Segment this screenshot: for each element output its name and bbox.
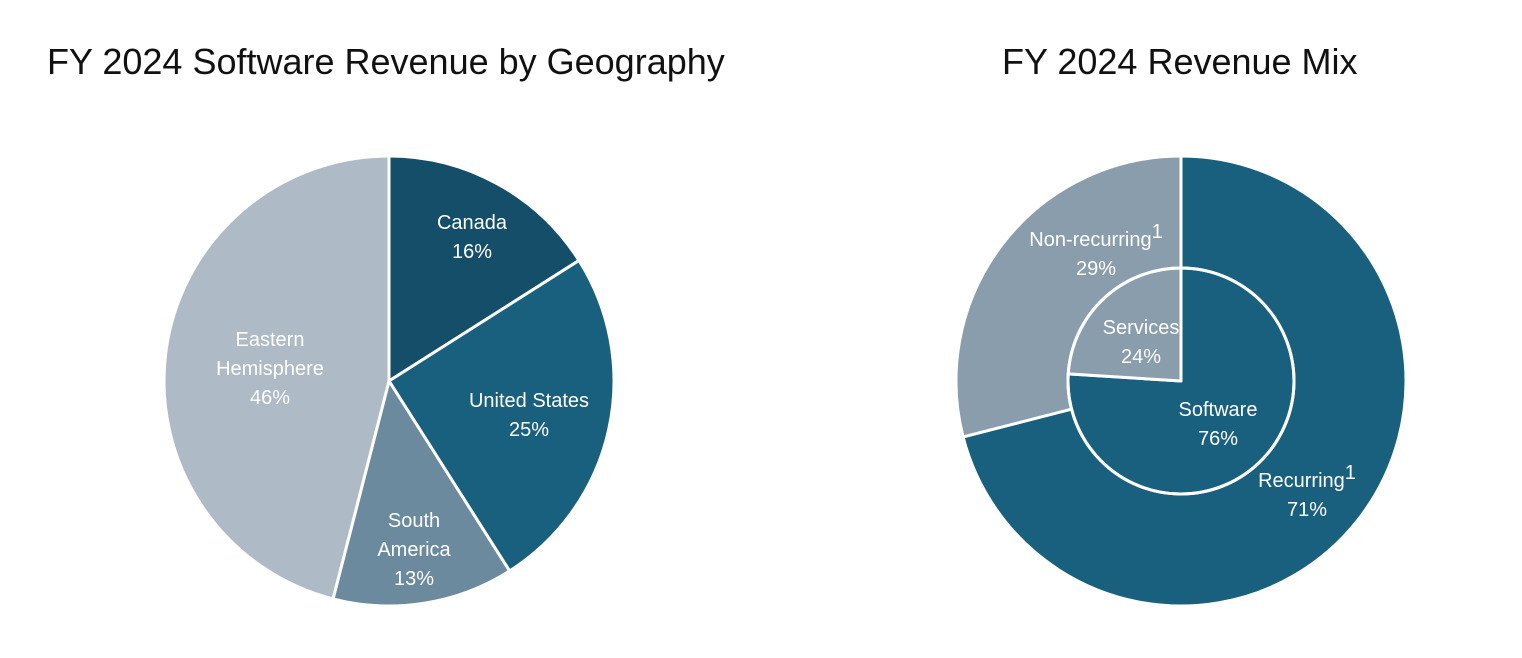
slice-value-united-states: 25% bbox=[509, 419, 549, 441]
slice-value-recurring: 71% bbox=[1287, 499, 1327, 521]
slice-label-eastern-hemisphere: Hemisphere bbox=[216, 358, 324, 380]
slice-value-canada: 16% bbox=[452, 241, 492, 263]
slice-value-software: 76% bbox=[1198, 428, 1238, 450]
revenue-mix-pie: Recurring171%Non-recurring129%Software76… bbox=[954, 154, 1408, 608]
slice-label-eastern-hemisphere: Eastern bbox=[236, 329, 305, 351]
slice-value-services: 24% bbox=[1121, 346, 1161, 368]
pie-slice-united-states bbox=[387, 258, 616, 573]
revenue-mix-chart-title: FY 2024 Revenue Mix bbox=[1002, 41, 1358, 82]
slice-label-canada: Canada bbox=[437, 212, 508, 234]
slice-label-united-states: United States bbox=[469, 390, 589, 412]
geography-chart-title: FY 2024 Software Revenue by Geography bbox=[47, 41, 725, 82]
geography-pie: Canada 16% United States 25% South America 13%… bbox=[162, 154, 616, 608]
slice-label-services: Services bbox=[1103, 317, 1180, 339]
pie-slice-canada bbox=[387, 154, 581, 383]
slice-label-south-america: South bbox=[388, 510, 440, 532]
pie-slice-eastern-hemisphere bbox=[162, 154, 391, 601]
slice-label-software: Software bbox=[1179, 399, 1258, 421]
inner-ring-border bbox=[1066, 266, 1296, 496]
pie-slice-south-america bbox=[331, 379, 512, 608]
slice-value-eastern-hemisphere: 46% bbox=[250, 387, 290, 409]
slice-value-non-recurring: 29% bbox=[1076, 258, 1116, 280]
slice-label-south-america: America bbox=[377, 539, 451, 561]
slice-value-south-america: 13% bbox=[394, 568, 434, 590]
